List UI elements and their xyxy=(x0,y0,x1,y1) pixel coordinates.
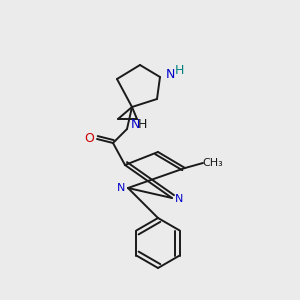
Text: N: N xyxy=(175,194,183,204)
Text: N: N xyxy=(117,183,125,193)
Text: N: N xyxy=(131,118,140,131)
Text: O: O xyxy=(84,131,94,145)
Text: H: H xyxy=(174,64,184,77)
Text: N: N xyxy=(165,68,175,80)
Text: CH₃: CH₃ xyxy=(202,158,224,168)
Text: H: H xyxy=(138,118,147,131)
